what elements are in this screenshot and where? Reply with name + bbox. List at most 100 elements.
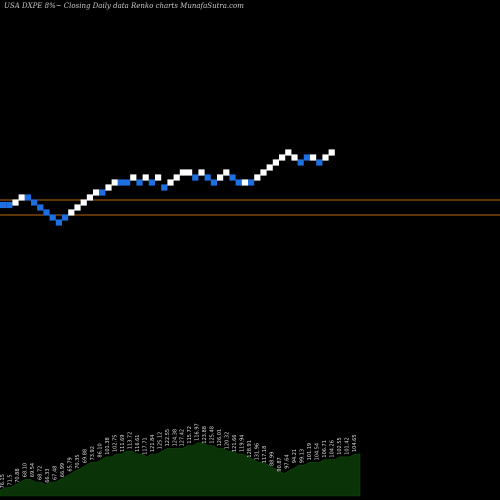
volume-label: 126.01 xyxy=(217,429,223,447)
renko-brick xyxy=(328,149,335,156)
volume-label: 67.48 xyxy=(52,466,58,480)
volume-label: 66.33 xyxy=(45,468,51,482)
volume-label: 90.87 xyxy=(277,457,283,471)
volume-label: 101.38 xyxy=(105,437,111,455)
renko-brick xyxy=(55,219,62,226)
volume-label: 104.26 xyxy=(330,440,336,458)
renko-brick xyxy=(99,189,106,196)
renko-brick xyxy=(130,174,137,181)
renko-brick xyxy=(285,149,292,156)
volume-label: 88.99 xyxy=(270,452,276,466)
renko-brick xyxy=(117,179,124,186)
renko-brick xyxy=(198,169,205,176)
renko-brick xyxy=(142,174,149,181)
volume-label: 86.10 xyxy=(97,443,103,457)
renko-brick xyxy=(279,154,286,161)
volume-label: 76.15 xyxy=(0,474,6,488)
renko-brick xyxy=(248,179,255,186)
volume-label: 94.21 xyxy=(292,449,298,463)
renko-brick xyxy=(105,184,112,191)
volume-area xyxy=(0,442,361,497)
renko-brick xyxy=(49,214,56,221)
volume-label: 131.96 xyxy=(255,443,261,461)
renko-brick xyxy=(192,174,199,181)
renko-brick xyxy=(223,169,230,176)
renko-brick xyxy=(310,154,317,161)
volume-label: 124.38 xyxy=(172,429,178,447)
renko-brick xyxy=(161,184,168,191)
volume-label: 115.72 xyxy=(187,426,193,444)
renko-brick xyxy=(148,179,155,186)
renko-brick xyxy=(291,154,298,161)
renko-brick xyxy=(136,179,143,186)
renko-brick xyxy=(235,179,242,186)
renko-brick xyxy=(210,179,217,186)
renko-brick xyxy=(254,174,261,181)
renko-brick xyxy=(18,194,25,201)
volume-area-path xyxy=(0,442,361,497)
renko-brick xyxy=(24,194,31,201)
volume-label: 69.88 xyxy=(82,449,88,463)
volume-label: 117.71 xyxy=(142,437,148,455)
renko-brick xyxy=(43,209,50,216)
volume-label: 106.71 xyxy=(322,440,328,458)
renko-brick xyxy=(167,179,174,186)
renko-brick xyxy=(0,201,7,209)
renko-brick xyxy=(93,189,100,196)
volume-labels: 76.15 71.5 70.88 68.10 69.54 68.72 66.33 67.48 6… xyxy=(0,423,358,488)
volume-label: 111.69 xyxy=(120,435,126,453)
volume-label: 127.42 xyxy=(180,429,186,447)
volume-label: 125.12 xyxy=(157,432,163,450)
renko-brick xyxy=(31,199,38,206)
renko-brick xyxy=(173,174,180,181)
volume-label: 123.88 xyxy=(202,426,208,444)
chart-title: USA DXPE 8%~ Closing Daily data Renko ch… xyxy=(4,2,244,10)
renko-brick xyxy=(297,159,304,166)
renko-brick xyxy=(12,199,19,206)
volume-label: 117.18 xyxy=(262,446,268,464)
volume-label: 68.10 xyxy=(23,463,29,477)
volume-label: 99.13 xyxy=(300,449,306,463)
volume-label: 122.55 xyxy=(165,429,171,447)
volume-label: 102.75 xyxy=(112,435,118,453)
volume-label: 125.48 xyxy=(210,426,216,444)
volume-label: 70.35 xyxy=(75,454,81,468)
volume-label: 65.79 xyxy=(67,457,73,471)
volume-label: 66.99 xyxy=(60,463,66,477)
renko-brick xyxy=(272,159,279,166)
volume-label: 104.54 xyxy=(315,443,321,461)
renko-brick xyxy=(124,179,131,186)
volume-label: 69.54 xyxy=(30,463,36,477)
volume-label: 121.84 xyxy=(150,435,156,453)
renko-brick xyxy=(62,214,69,221)
renko-brick xyxy=(111,179,118,186)
renko-brick xyxy=(229,174,236,181)
renko-brick xyxy=(155,174,162,181)
renko-brick xyxy=(6,201,13,209)
volume-label: 70.88 xyxy=(15,468,21,482)
volume-label: 101.19 xyxy=(307,443,313,461)
renko-brick xyxy=(74,204,81,211)
volume-label: 116.97 xyxy=(195,423,201,441)
volume-label: 121.66 xyxy=(232,435,238,453)
renko-brick xyxy=(316,159,323,166)
renko-brick xyxy=(37,204,44,211)
volume-label: 101.42 xyxy=(345,437,351,455)
volume-label: 73.92 xyxy=(90,446,96,460)
volume-label: 102.55 xyxy=(337,437,343,455)
renko-brick xyxy=(266,164,273,171)
renko-brick xyxy=(303,154,310,161)
volume-label: 128.91 xyxy=(247,440,253,458)
renko-brick xyxy=(217,174,224,181)
renko-brick xyxy=(80,199,87,206)
volume-label: 97.64 xyxy=(285,454,291,468)
volume-label: 113.72 xyxy=(127,432,133,450)
volume-label: 68.72 xyxy=(37,466,43,480)
renko-brick xyxy=(241,179,248,186)
renko-bricks xyxy=(0,149,335,226)
renko-brick xyxy=(260,169,267,176)
volume-label: 104.65 xyxy=(352,435,358,453)
volume-label: 120.32 xyxy=(225,432,231,450)
renko-brick xyxy=(322,154,329,161)
